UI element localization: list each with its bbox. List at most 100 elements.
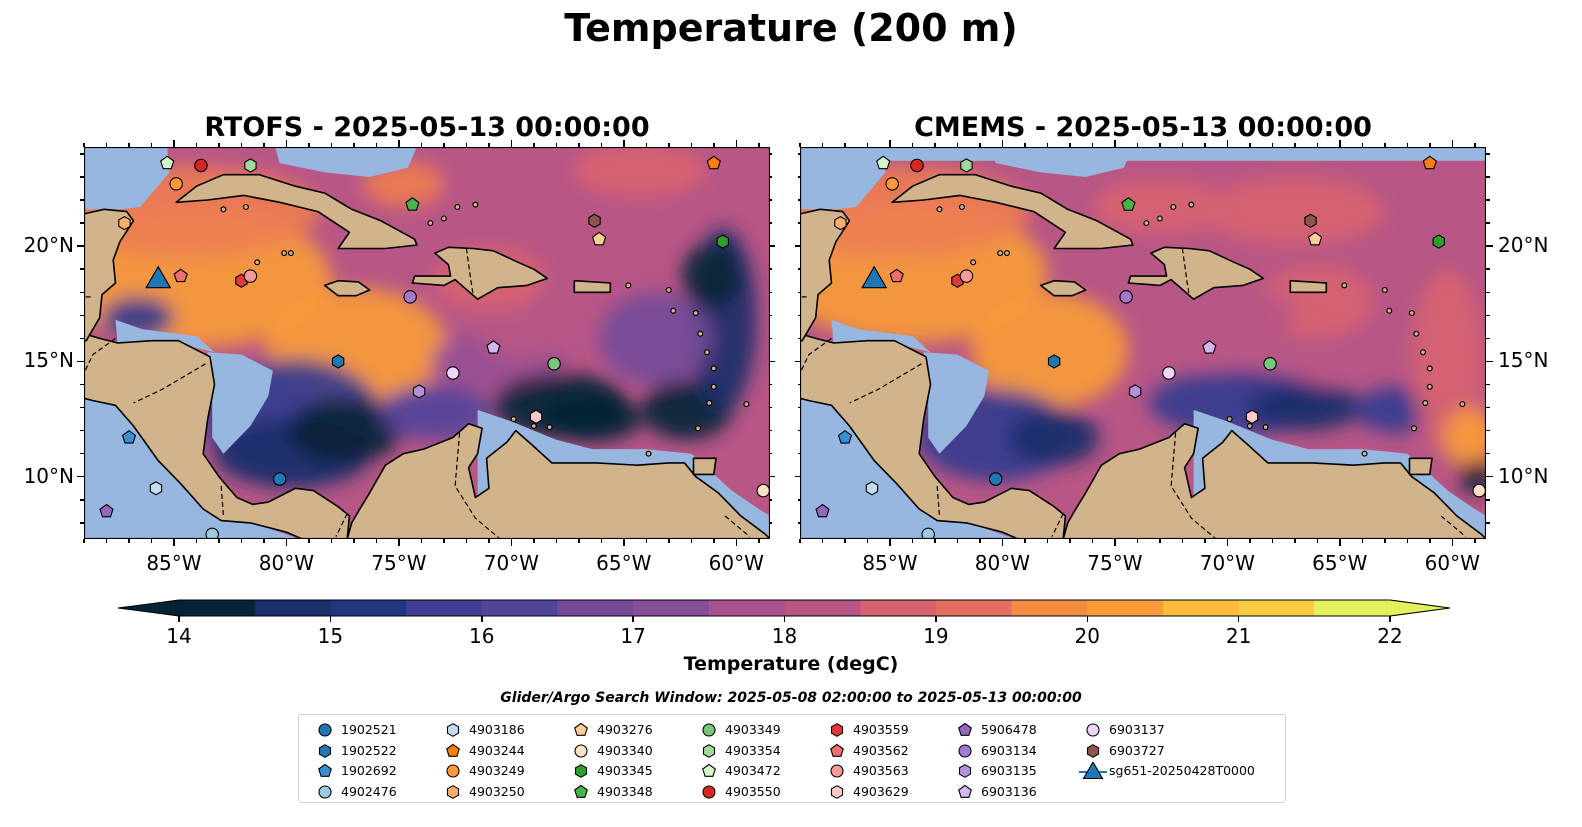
hexagon-marker-icon	[1086, 743, 1100, 758]
argo-marker-4903349	[547, 357, 561, 371]
axis-tick-mark	[798, 268, 800, 270]
hexagon-marker-icon	[446, 723, 460, 737]
axis-tick-mark	[1024, 143, 1026, 147]
shallow-nicaragua-rise	[207, 352, 273, 454]
legend-label: 1902521	[341, 722, 397, 737]
lat-tick-label: 15°N	[23, 348, 74, 373]
axis-tick-mark	[80, 337, 84, 340]
map-panel-rtofs	[84, 147, 770, 539]
colorbar-tick-mark	[178, 616, 180, 622]
axis-tick-mark	[1294, 539, 1296, 543]
legend-label: 4903563	[853, 763, 909, 778]
axis-tick-mark	[798, 291, 800, 294]
small-island	[1413, 330, 1420, 337]
colorbar-segment	[633, 600, 710, 616]
colorbar-tick-mark	[1237, 616, 1240, 622]
axis-tick-mark	[758, 539, 760, 543]
argo-marker-4903250	[834, 215, 847, 231]
argo-marker-1902692	[837, 430, 853, 444]
argo-marker-6903137	[446, 366, 460, 380]
axis-tick-mark	[1429, 539, 1431, 543]
argo-marker-4902476	[921, 527, 935, 539]
small-island	[665, 286, 672, 293]
small-island	[287, 250, 294, 257]
colorbar-segment	[1087, 600, 1164, 616]
axis-tick-mark	[1486, 429, 1490, 432]
colorbar-segment	[406, 600, 483, 616]
axis-tick-mark	[1486, 522, 1490, 524]
axis-tick-mark	[770, 176, 772, 178]
argo-marker-4902476	[205, 527, 219, 539]
axis-tick-mark	[533, 539, 535, 543]
hexagon-marker-icon	[830, 784, 844, 799]
axis-tick-mark	[80, 406, 84, 409]
axis-tick-mark	[1486, 245, 1493, 247]
axis-tick-mark	[1406, 143, 1409, 147]
small-island	[1386, 307, 1393, 314]
cmems-no-data-band	[800, 147, 1486, 161]
axis-tick-mark	[80, 222, 84, 224]
colorbar-tick-mark	[783, 616, 786, 622]
small-island	[1426, 365, 1433, 372]
axis-tick-mark	[465, 143, 468, 147]
axis-tick-mark	[770, 522, 772, 524]
axis-tick-mark	[770, 452, 772, 455]
country-border	[133, 363, 206, 404]
axis-tick-mark	[1114, 140, 1116, 147]
argo-marker-4903349	[1263, 357, 1277, 371]
argo-marker-4903348	[405, 197, 420, 211]
axis-tick-mark	[353, 539, 355, 543]
axis-tick-mark	[1451, 539, 1453, 546]
axis-tick-mark	[668, 539, 670, 543]
axis-tick-mark	[128, 143, 130, 147]
land-puerto-rico	[1289, 279, 1328, 294]
lon-tick-label: 70°W	[1199, 551, 1255, 575]
colorbar-tick-label: 19	[923, 624, 949, 648]
argo-marker-4903249	[885, 177, 899, 191]
legend-label: 4903345	[597, 763, 653, 778]
argo-marker-5906478	[815, 503, 830, 518]
colorbar-tick-label: 14	[166, 624, 192, 648]
axis-tick-mark	[1271, 143, 1274, 147]
axis-tick-mark	[80, 383, 84, 386]
argo-marker-6903727	[588, 213, 601, 228]
colorbar-segment	[254, 600, 331, 616]
axis-tick-mark	[798, 429, 800, 432]
colorbar-tick-label: 22	[1377, 624, 1403, 648]
search-window-text: Glider/Argo Search Window: 2025-05-08 02…	[500, 690, 1082, 706]
argo-marker-4903562	[889, 268, 904, 283]
argo-marker-6903136	[486, 340, 501, 354]
land-puerto-rico	[573, 279, 612, 294]
legend-label: 4903550	[725, 783, 781, 799]
legend-label: 6903137	[1109, 722, 1165, 737]
argo-marker-4903244	[706, 155, 721, 170]
temperature-patch	[479, 306, 561, 362]
country-border	[1051, 513, 1064, 537]
axis-tick-mark	[398, 140, 400, 147]
argo-marker-4903276	[591, 231, 607, 246]
axis-tick-mark	[1451, 140, 1453, 147]
axis-tick-mark	[77, 360, 84, 363]
argo-marker-4903354	[960, 158, 973, 173]
axis-tick-mark	[1486, 475, 1493, 478]
argo-marker-4903472	[876, 155, 891, 170]
lat-tick-label: 10°N	[23, 463, 74, 488]
small-island	[692, 310, 699, 317]
argo-marker-4903250	[118, 215, 131, 231]
axis-tick-mark	[1001, 140, 1004, 147]
legend-label: 1902692	[341, 763, 397, 778]
axis-tick-mark	[195, 539, 198, 543]
axis-tick-mark	[285, 140, 288, 147]
axis-tick-mark	[465, 539, 468, 543]
country-border	[800, 337, 832, 374]
argo-marker-4903276	[1307, 231, 1323, 246]
axis-tick-mark	[80, 499, 84, 501]
axis-tick-mark	[770, 383, 772, 386]
axis-tick-mark	[770, 291, 772, 294]
axis-tick-mark	[533, 143, 535, 147]
temperature-patch	[1411, 269, 1484, 454]
axis-tick-mark	[353, 143, 355, 147]
legend-label: 4903629	[853, 783, 909, 799]
axis-tick-mark	[1024, 539, 1026, 543]
land-south-america	[346, 422, 770, 539]
